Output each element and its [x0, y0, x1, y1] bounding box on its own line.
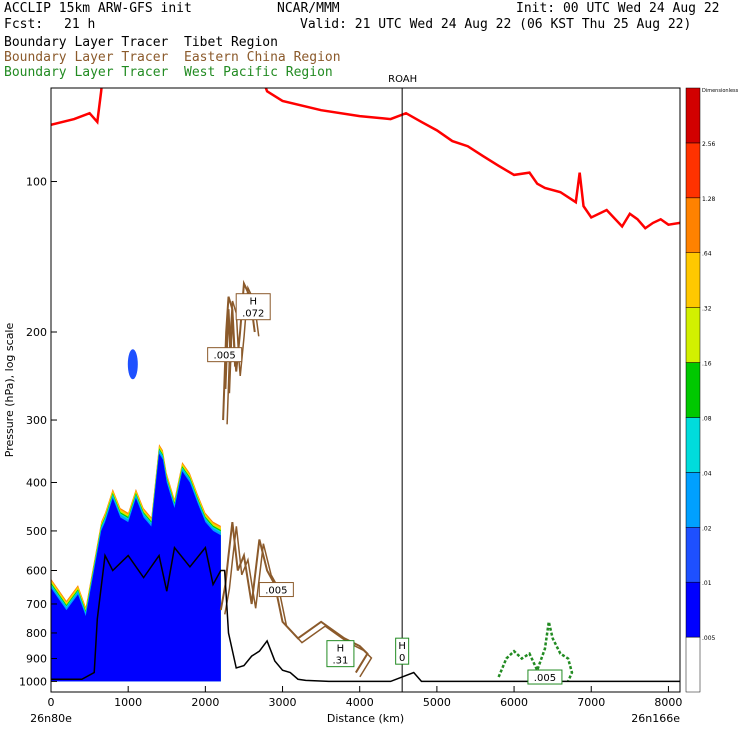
y-tick-label-1: 200	[26, 326, 47, 339]
colorbar-segment-0	[685, 636, 701, 693]
y-tick-label-5: 600	[26, 565, 47, 578]
west-pacific-label-0-text-0: H	[337, 644, 345, 655]
x-tick-label-6: 6000	[500, 696, 528, 709]
y-tick-label-0: 100	[26, 176, 47, 189]
colorbar-segment-10	[685, 87, 701, 144]
y-tick-label-2: 300	[26, 414, 47, 427]
x-right-label: 26n166e	[631, 712, 680, 725]
colorbar-unit-label: Dimensionless	[702, 88, 739, 94]
west-pacific-label-2-text-0: .005	[534, 673, 556, 684]
eastern-china-contour-2	[224, 309, 232, 389]
colorbar-segment-1	[685, 581, 701, 638]
west-pacific-contour	[497, 621, 574, 682]
eastern-china-label-0-box	[235, 293, 271, 321]
colorbar-segment-5	[685, 362, 701, 418]
west-pacific-label-1-text-0: H	[398, 641, 406, 652]
colorbar-label-1: .01	[702, 580, 712, 587]
colorbar-label-0: .005	[702, 635, 716, 642]
tracer-line-west-pacific: Boundary Layer Tracer West Pacific Regio…	[4, 65, 333, 80]
y-tick-label-4: 500	[26, 525, 47, 538]
x-axis-title: Distance (km)	[327, 712, 404, 725]
header-valid: Valid: 21 UTC Wed 24 Aug 22 (06 KST Thu …	[300, 17, 692, 32]
header-fcst-value: 21 h	[64, 17, 96, 32]
x-tick-label-1: 1000	[114, 696, 142, 709]
colorbar-label-6: .32	[702, 306, 712, 313]
y-tick-label-7: 800	[26, 627, 47, 640]
west-pacific-label-0-box	[326, 640, 355, 668]
colorbar-label-8: 1.28	[702, 196, 716, 203]
west-pacific-label-1-box	[395, 637, 410, 665]
terrain-line	[51, 545, 680, 683]
x-tick-label-2: 2000	[191, 696, 219, 709]
y-tick-label-9: 1000	[19, 675, 47, 688]
y-tick-label-8: 900	[26, 653, 47, 666]
x-tick-label-8: 8000	[654, 696, 682, 709]
x-tick-label-7: 7000	[577, 696, 605, 709]
x-tick-label-0: 0	[48, 696, 55, 709]
eastern-china-label-1-box	[207, 347, 243, 363]
colorbar-label-3: .04	[702, 470, 712, 477]
header-center: NCAR/MMM	[277, 1, 340, 16]
x-tick-label-3: 3000	[269, 696, 297, 709]
eastern-china-label-0-text-1: .072	[242, 309, 264, 320]
marker-label: ROAH	[388, 74, 417, 85]
plot-frame	[50, 87, 681, 693]
colorbar-label-2: .02	[702, 525, 712, 532]
colorbar-label-7: .64	[702, 251, 712, 258]
colorbar-segment-7	[685, 252, 701, 308]
colorbar-segment-3	[685, 472, 701, 528]
colorbar-segment-4	[685, 417, 701, 473]
west-pacific-label-0-text-1: .31	[332, 656, 348, 667]
x-tick-label-4: 4000	[346, 696, 374, 709]
colorbar-label-5: .16	[702, 361, 712, 368]
west-pacific-label-1-text-1: 0	[399, 653, 405, 664]
eastern-china-label-1-text-0: .005	[214, 351, 236, 362]
x-tick-label-5: 5000	[423, 696, 451, 709]
eastern-china-label-0-text-0: H	[249, 297, 257, 308]
tropopause-line	[51, 88, 680, 230]
tracer-line-eastern-china: Boundary Layer Tracer Eastern China Regi…	[4, 50, 341, 65]
y-tick-label-6: 700	[26, 598, 47, 611]
colorbar-segment-6	[685, 307, 701, 363]
y-tick-label-3: 400	[26, 476, 47, 489]
colorbar-label-4: .08	[702, 415, 712, 422]
header-fcst-label: Fcst:	[4, 17, 44, 32]
header-init: Init: 00 UTC Wed 24 Aug 22	[516, 1, 720, 16]
colorbar-segment-2	[685, 527, 701, 583]
y-axis-title: Pressure (hPa), log scale	[3, 323, 16, 458]
west-pacific-label-2-box	[527, 669, 563, 685]
colorbar-segment-9	[685, 142, 701, 199]
colorbar-label-9: 2.56	[702, 141, 716, 148]
eastern-china-label-2-box	[258, 582, 294, 598]
tracer-line-tibet: Boundary Layer Tracer Tibet Region	[4, 35, 278, 50]
colorbar-segment-8	[685, 197, 701, 253]
header-model: ACCLIP 15km ARW-GFS init	[4, 1, 192, 16]
x-left-label: 26n80e	[30, 712, 72, 725]
eastern-china-label-2-text-0: .005	[265, 586, 287, 597]
tibet-tracer-upper-blob	[127, 349, 138, 380]
